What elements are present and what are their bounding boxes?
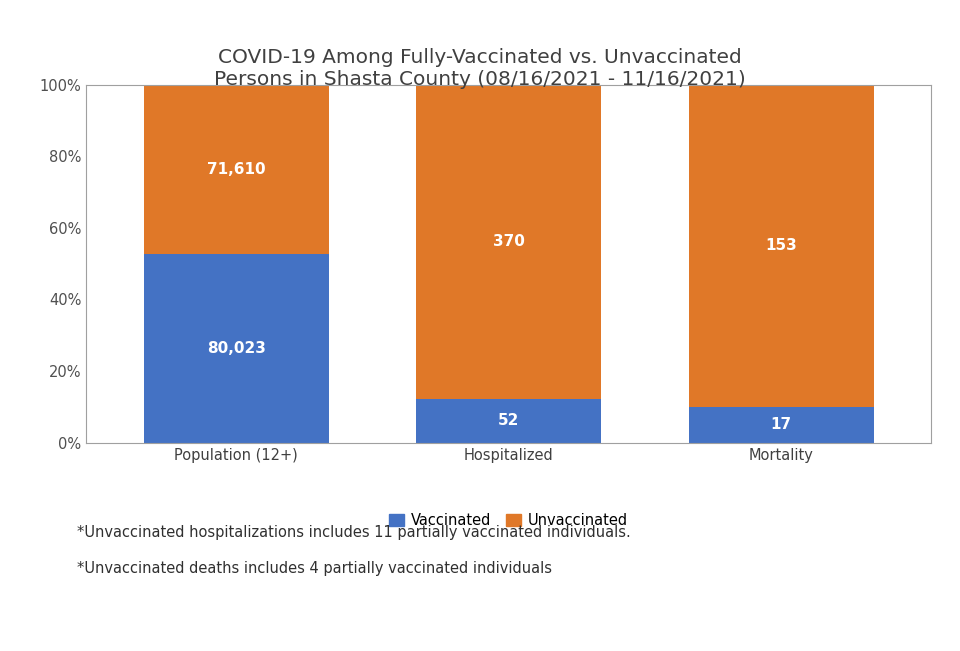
Text: 153: 153 [765,238,797,253]
Bar [688,85,874,407]
Text: COVID-19 Among Fully-Vaccinated vs. Unvaccinated
Persons in Shasta County (08/16: COVID-19 Among Fully-Vaccinated vs. Unva… [214,48,746,89]
Bar [416,85,602,398]
Text: 71,610: 71,610 [207,161,266,176]
Text: *Unvaccinated deaths includes 4 partially vaccinated individuals: *Unvaccinated deaths includes 4 partiall… [77,561,552,576]
Bar [144,254,329,443]
Bar [416,398,602,443]
Text: *Unvaccinated hospitalizations includes 11 partially vaccinated individuals.: *Unvaccinated hospitalizations includes … [77,525,631,540]
Bar [144,85,329,254]
Text: 370: 370 [492,234,525,249]
Bar [688,407,874,443]
Text: 52: 52 [498,413,519,428]
Text: 80,023: 80,023 [206,340,266,355]
Text: 17: 17 [771,417,792,432]
Legend: Vaccinated, Unvaccinated: Vaccinated, Unvaccinated [384,507,634,534]
